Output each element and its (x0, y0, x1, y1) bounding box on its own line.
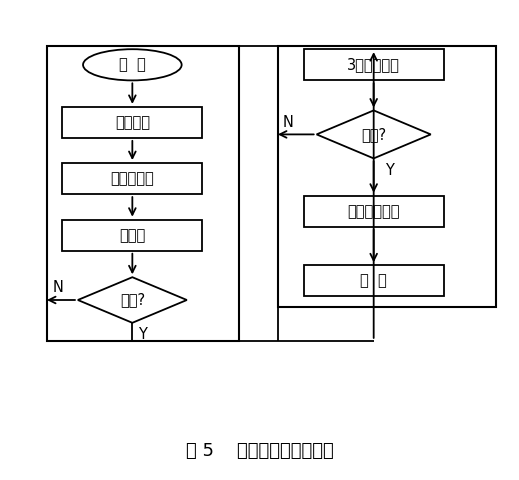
Text: 选中?: 选中? (120, 292, 145, 308)
Text: N: N (53, 280, 63, 296)
Ellipse shape (83, 49, 182, 81)
Polygon shape (78, 277, 187, 323)
Text: N: N (283, 115, 293, 130)
Text: 选择卡: 选择卡 (119, 228, 145, 243)
FancyBboxPatch shape (304, 49, 444, 80)
FancyBboxPatch shape (304, 196, 444, 227)
FancyBboxPatch shape (304, 265, 444, 297)
Text: Y: Y (138, 327, 147, 342)
FancyBboxPatch shape (62, 220, 202, 251)
FancyBboxPatch shape (62, 107, 202, 138)
Text: 图 5    射频卡读写操作流程: 图 5 射频卡读写操作流程 (186, 442, 333, 460)
FancyBboxPatch shape (62, 163, 202, 194)
Text: 3次相互认证: 3次相互认证 (347, 57, 400, 72)
Text: 防冲突机制: 防冲突机制 (111, 171, 154, 186)
Text: 相关控制操作: 相关控制操作 (347, 204, 400, 219)
Text: Y: Y (385, 163, 394, 178)
Text: 开  始: 开 始 (119, 57, 146, 72)
Text: 停  止: 停 止 (360, 273, 387, 288)
Polygon shape (317, 110, 431, 158)
Text: 请求应答: 请求应答 (115, 115, 150, 130)
Text: 合法?: 合法? (361, 127, 386, 142)
